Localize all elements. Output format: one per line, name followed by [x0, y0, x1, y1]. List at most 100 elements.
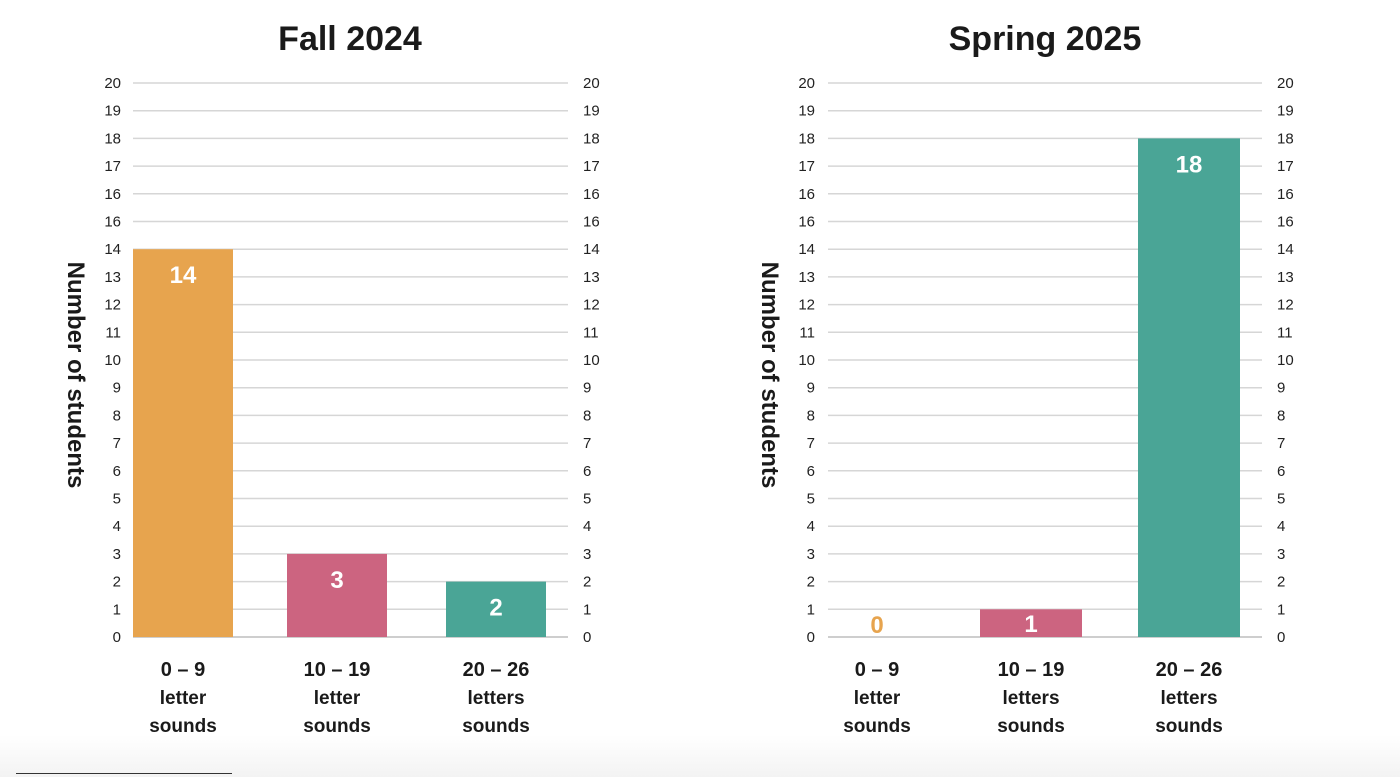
y-tick-label-right: 17 — [1277, 158, 1294, 175]
y-tick-label-left: 7 — [807, 435, 815, 452]
y-tick-label-right: 7 — [583, 435, 591, 452]
y-tick-label-left: 18 — [798, 130, 815, 147]
bar — [287, 553, 387, 637]
y-tick-label-left: 16 — [798, 186, 815, 203]
y-tick-label-left: 13 — [798, 269, 815, 286]
y-tick-label-right: 13 — [583, 269, 600, 286]
y-tick-label-left: 14 — [104, 241, 121, 258]
y-tick-label-right: 9 — [1277, 380, 1285, 397]
y-tick-label-right: 3 — [1277, 546, 1285, 563]
y-tick-label-left: 12 — [104, 297, 121, 314]
y-tick-label-left: 2 — [113, 574, 121, 591]
y-tick-label-right: 9 — [583, 380, 591, 397]
y-tick-label-left: 16 — [104, 214, 121, 231]
y-tick-label-right: 5 — [1277, 491, 1285, 508]
y-tick-label-left: 8 — [807, 407, 815, 424]
y-tick-label-left: 3 — [113, 546, 121, 563]
y-tick-label-left: 11 — [799, 324, 815, 341]
y-tick-label-left: 9 — [113, 380, 121, 397]
bar — [446, 581, 546, 637]
bar — [1138, 138, 1240, 637]
x-category-label: 0 – 9 — [161, 659, 205, 681]
x-category-label: letter — [854, 688, 901, 709]
y-tick-label-right: 6 — [1277, 463, 1285, 480]
x-category-label: 20 – 26 — [1156, 659, 1223, 681]
y-tick-label-right: 19 — [583, 103, 600, 120]
y-tick-label-right: 10 — [583, 352, 600, 369]
y-tick-label-left: 9 — [807, 380, 815, 397]
y-tick-label-right: 10 — [1277, 352, 1294, 369]
x-category-label: sounds — [149, 716, 217, 737]
y-tick-label-right: 4 — [1277, 518, 1285, 535]
x-category-label: sounds — [303, 716, 371, 737]
y-tick-label-right: 1 — [583, 601, 591, 618]
y-tick-label-left: 19 — [798, 103, 815, 120]
x-category-label: sounds — [1155, 716, 1223, 737]
y-tick-label-left: 16 — [104, 186, 121, 203]
y-tick-label-left: 19 — [104, 103, 121, 120]
x-category-label: letters — [1160, 688, 1217, 709]
x-category-label: 10 – 19 — [304, 659, 371, 681]
y-tick-label-right: 11 — [583, 324, 599, 341]
y-tick-label-right: 7 — [1277, 435, 1285, 452]
y-tick-label-right: 18 — [583, 130, 600, 147]
y-tick-label-left: 7 — [113, 435, 121, 452]
y-tick-label-right: 5 — [583, 491, 591, 508]
y-tick-label-left: 10 — [104, 352, 121, 369]
data-label: 18 — [1176, 151, 1203, 178]
y-tick-label-left: 5 — [113, 491, 121, 508]
x-category-label: 10 – 19 — [998, 659, 1065, 681]
y-tick-label-right: 14 — [1277, 241, 1294, 258]
x-category-label: letter — [160, 688, 207, 709]
y-tick-label-right: 4 — [583, 518, 591, 535]
footnote-rule — [16, 773, 232, 774]
y-tick-label-right: 16 — [583, 186, 600, 203]
y-tick-label-right: 13 — [1277, 269, 1294, 286]
y-tick-label-left: 1 — [807, 601, 815, 618]
x-category-label: letters — [1002, 688, 1059, 709]
y-tick-label-left: 0 — [113, 629, 121, 646]
y-tick-label-left: 4 — [807, 518, 815, 535]
x-category-label: sounds — [462, 716, 530, 737]
y-tick-label-right: 0 — [1277, 629, 1285, 646]
y-tick-label-right: 0 — [583, 629, 591, 646]
y-tick-label-left: 13 — [104, 269, 121, 286]
y-tick-label-right: 17 — [583, 158, 600, 175]
bar — [133, 249, 233, 637]
y-tick-label-right: 12 — [1277, 297, 1294, 314]
y-tick-label-right: 14 — [583, 241, 600, 258]
y-tick-label-right: 20 — [1277, 75, 1294, 92]
y-tick-label-left: 3 — [807, 546, 815, 563]
y-tick-label-left: 6 — [807, 463, 815, 480]
y-tick-label-left: 18 — [104, 130, 121, 147]
y-tick-label-left: 17 — [104, 158, 121, 175]
y-tick-label-left: 20 — [104, 75, 121, 92]
data-label: 14 — [170, 262, 197, 289]
data-label: 3 — [330, 567, 343, 594]
x-category-label: 0 – 9 — [855, 659, 899, 681]
y-tick-label-right: 6 — [583, 463, 591, 480]
x-category-label: letter — [314, 688, 361, 709]
chart-title: Spring 2025 — [949, 20, 1142, 58]
y-tick-label-right: 2 — [1277, 574, 1285, 591]
y-tick-label-right: 11 — [1277, 324, 1293, 341]
y-tick-label-right: 20 — [583, 75, 600, 92]
x-category-label: 20 – 26 — [463, 659, 530, 681]
x-category-label: sounds — [997, 716, 1065, 737]
y-tick-label-right: 16 — [1277, 186, 1294, 203]
y-axis-label: Number of students — [62, 262, 89, 489]
bar — [980, 609, 1082, 637]
y-tick-label-left: 16 — [798, 214, 815, 231]
y-tick-label-right: 3 — [583, 546, 591, 563]
y-tick-label-left: 1 — [113, 601, 121, 618]
y-tick-label-left: 2 — [807, 574, 815, 591]
data-label: 1 — [1024, 611, 1037, 638]
y-tick-label-right: 2 — [583, 574, 591, 591]
y-tick-label-right: 16 — [1277, 214, 1294, 231]
y-tick-label-right: 19 — [1277, 103, 1294, 120]
y-tick-label-left: 10 — [798, 352, 815, 369]
y-tick-label-left: 17 — [798, 158, 815, 175]
chart-title: Fall 2024 — [278, 20, 422, 58]
